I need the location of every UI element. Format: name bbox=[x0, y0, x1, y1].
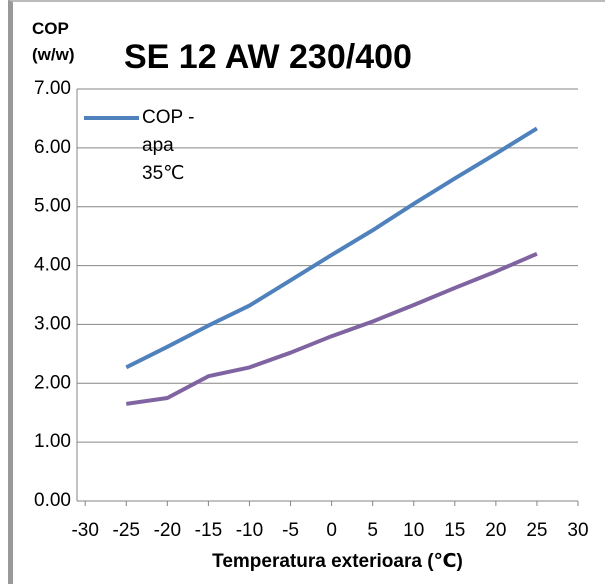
y-tick-label: 1.00 bbox=[34, 431, 71, 452]
y-tick-label: 3.00 bbox=[34, 313, 71, 334]
x-tick-label: 25 bbox=[526, 520, 547, 541]
y-tick-label: 0.00 bbox=[34, 490, 71, 511]
x-tick-label: -30 bbox=[71, 520, 98, 541]
legend-label: COP - apa 35℃ bbox=[142, 107, 195, 184]
x-tick-label: 0 bbox=[326, 520, 337, 541]
x-tick-label: -20 bbox=[154, 520, 181, 541]
legend: COP - apa 35℃ bbox=[84, 104, 204, 188]
x-tick-label: -10 bbox=[236, 520, 263, 541]
series-line bbox=[125, 126, 538, 370]
y-tick-label: 6.00 bbox=[34, 137, 71, 158]
legend-swatch bbox=[84, 116, 139, 120]
x-tick-label: 20 bbox=[485, 520, 506, 541]
x-tick-label: 5 bbox=[367, 520, 378, 541]
chart-title: SE 12 AW 230/400 bbox=[124, 38, 412, 76]
x-tick-label: 30 bbox=[567, 520, 588, 541]
series-line bbox=[125, 251, 538, 406]
y-tick-label: 4.00 bbox=[34, 255, 71, 276]
x-tick-label: 15 bbox=[444, 520, 465, 541]
x-tick-label: -5 bbox=[282, 520, 299, 541]
y-axis-label: COP (w/w) bbox=[32, 19, 75, 64]
legend-item: COP - apa 35℃ bbox=[84, 104, 204, 188]
y-tick-label: 2.00 bbox=[34, 372, 71, 393]
x-tick-label: 10 bbox=[403, 520, 424, 541]
chart-frame bbox=[8, 0, 605, 584]
y-tick-label: 7.00 bbox=[34, 78, 71, 99]
x-tick-label: -25 bbox=[113, 520, 140, 541]
x-axis-label: Temperatura exterioara (℃) bbox=[212, 551, 463, 572]
y-tick-label: 5.00 bbox=[34, 196, 71, 217]
x-tick-label: -15 bbox=[195, 520, 222, 541]
